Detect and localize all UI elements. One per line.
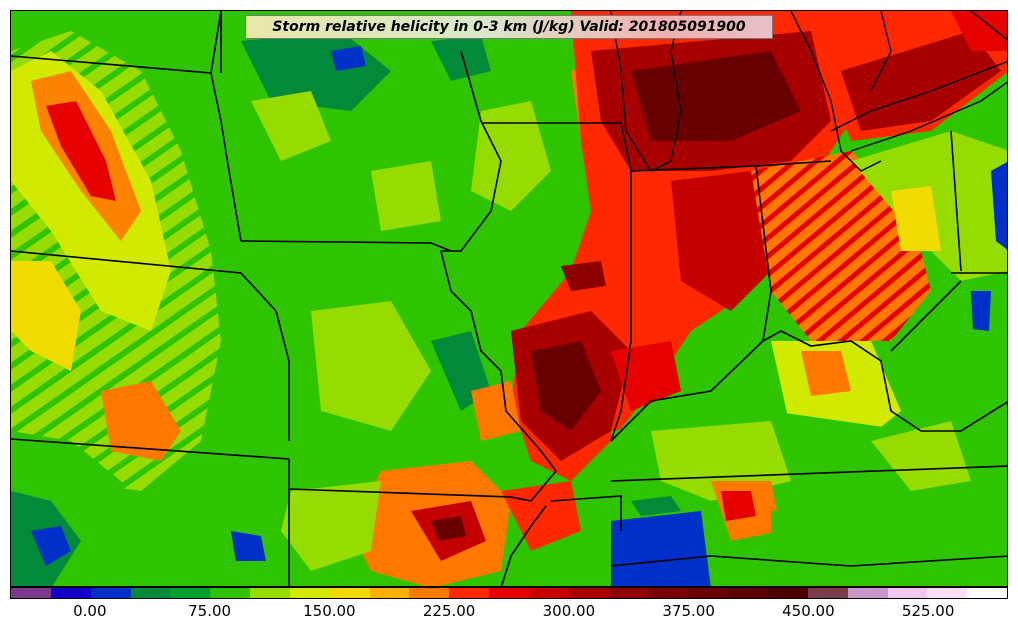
colorbar-cell (409, 588, 450, 598)
colorbar-cell (50, 588, 91, 598)
colorbar-cell (768, 588, 808, 598)
colorbar-cell (90, 588, 131, 598)
colorbar-cell (608, 588, 649, 598)
colorbar-tick-label: 75.00 (188, 602, 232, 620)
colorbar-cell (449, 588, 490, 598)
colorbar-ticks: 0.00 75.00 150.00 225.00 300.00 375.00 450.00 5… (10, 600, 1008, 630)
great-lakes (610, 11, 1007, 172)
helicity-map (11, 11, 1007, 586)
colorbar-cell (967, 588, 1008, 598)
state-borders (11, 11, 1007, 586)
map-panel (10, 10, 1008, 587)
colorbar (10, 587, 1008, 599)
field-east (751, 131, 1007, 451)
colorbar-cell (927, 588, 968, 598)
colorbar-tick-label: 225.00 (422, 602, 476, 620)
colorbar-tick-label: 525.00 (901, 602, 955, 620)
colorbar-cell (170, 588, 211, 598)
colorbar-tick-label: 300.00 (542, 602, 596, 620)
colorbar-tick-label: 450.00 (782, 602, 835, 620)
colorbar-cell (11, 588, 51, 598)
colorbar-tick-label: 375.00 (662, 602, 715, 620)
colorbar-cell (329, 588, 370, 598)
field-southeast (611, 411, 1007, 586)
colorbar-cell (807, 588, 848, 598)
colorbar-cell (289, 588, 330, 598)
colorbar-cell (847, 588, 888, 598)
colorbar-cell (210, 588, 251, 598)
colorbar-cell (130, 588, 171, 598)
colorbar-cell (887, 588, 928, 598)
field-storm-band (511, 11, 1007, 481)
colorbar-cell (728, 588, 769, 598)
map-title: Storm relative helicity in 0-3 km (J/kg)… (245, 15, 773, 39)
colorbar-tick-label: 150.00 (303, 602, 356, 620)
colorbar-cell (489, 588, 529, 598)
colorbar-cell (648, 588, 689, 598)
field-central (241, 91, 491, 491)
colorbar-cell (250, 588, 290, 598)
colorbar-cell (568, 588, 609, 598)
colorbar-tick-label: 0.00 (73, 602, 107, 620)
colorbar-cell (528, 588, 569, 598)
colorbar-cell (369, 588, 410, 598)
colorbar-cell (688, 588, 729, 598)
